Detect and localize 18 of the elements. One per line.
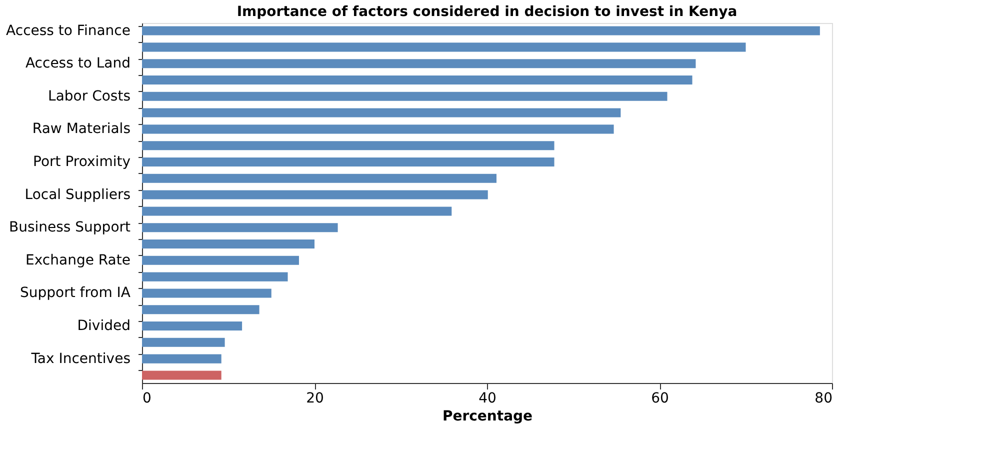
x-tick-label: 0 [142,390,152,406]
y-tick-label: Local Suppliers [24,186,130,203]
y-tick-label: Labor Costs [48,88,130,104]
y-tick-label: Access to Finance [6,22,130,39]
y-tick-label: Port Proximity [33,154,130,170]
x-tick-label: 20 [306,390,324,406]
y-tick-label: Support from IA [20,285,131,302]
y-tick-label: Tax Incentives [30,350,130,367]
x-tick-label: 80 [814,390,832,406]
y-tick-label: Divided [77,318,130,334]
x-tick-label: 40 [478,390,496,406]
y-tick-label: Access to Land [25,56,130,72]
y-tick-label: Raw Materials [32,121,130,138]
x-tick-label: 60 [651,390,669,406]
x-axis-title: Percentage [442,408,533,424]
y-tick-label: Business Support [8,220,132,236]
chart-title: Importance of factors considered in decision to invest in Kenya [236,4,738,20]
y-tick-label: Exchange Rate [26,252,130,268]
